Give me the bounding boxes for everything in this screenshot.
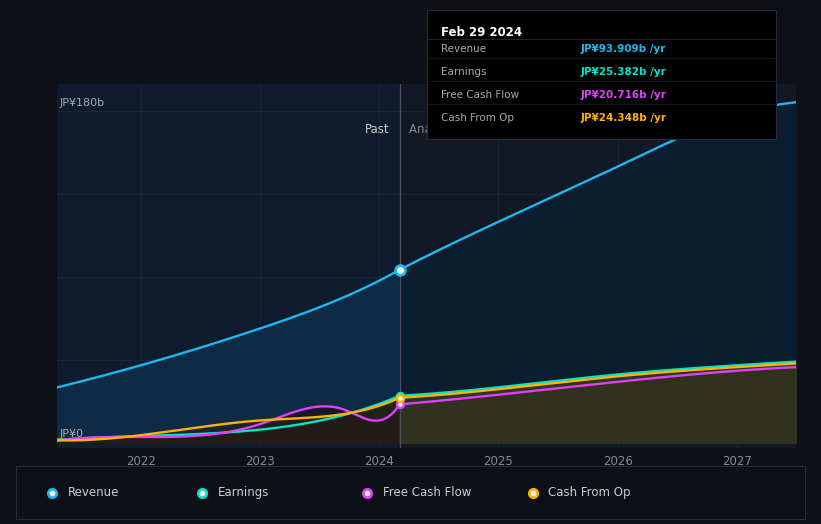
Text: JP¥24.348b /yr: JP¥24.348b /yr (580, 113, 667, 123)
Text: Revenue: Revenue (441, 44, 486, 54)
Text: JP¥25.382b /yr: JP¥25.382b /yr (580, 67, 666, 77)
Text: JP¥93.909b /yr: JP¥93.909b /yr (580, 44, 666, 54)
Text: JP¥0: JP¥0 (60, 429, 84, 439)
Text: Earnings: Earnings (441, 67, 486, 77)
Text: Past: Past (365, 123, 390, 136)
Text: Free Cash Flow: Free Cash Flow (383, 486, 471, 499)
Text: Cash From Op: Cash From Op (441, 113, 514, 123)
Bar (57, 84, 400, 448)
Text: Free Cash Flow: Free Cash Flow (441, 90, 519, 100)
Text: Earnings: Earnings (218, 486, 268, 499)
Text: Feb 29 2024: Feb 29 2024 (441, 26, 522, 39)
Text: JP¥180b: JP¥180b (60, 98, 105, 108)
Text: JP¥20.716b /yr: JP¥20.716b /yr (580, 90, 667, 100)
Text: Analysts Forecasts: Analysts Forecasts (409, 123, 519, 136)
Text: Cash From Op: Cash From Op (548, 486, 631, 499)
Text: Revenue: Revenue (67, 486, 119, 499)
Bar (400, 84, 796, 448)
